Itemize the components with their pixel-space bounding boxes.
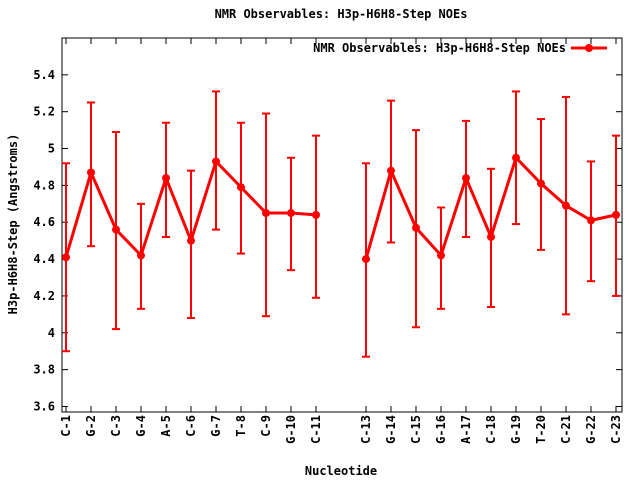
x-tick-label: C-3: [109, 415, 123, 437]
data-point: [362, 255, 370, 264]
data-point: [137, 251, 145, 260]
data-point: [387, 166, 395, 175]
data-point: [412, 223, 420, 232]
data-point: [437, 251, 445, 260]
data-series: [62, 90, 620, 358]
x-tick-label: G-4: [134, 415, 148, 437]
data-point: [237, 183, 245, 192]
data-point: [262, 209, 270, 218]
y-tick-label: 4.8: [33, 178, 55, 192]
x-tick-label: G-19: [509, 415, 523, 444]
chart-title: NMR Observables: H3p-H6H8-Step NOEs: [215, 7, 468, 21]
x-tick-label: C-21: [559, 415, 573, 444]
legend: NMR Observables: H3p-H6H8-Step NOEs: [313, 41, 607, 55]
x-tick-label: G-14: [384, 415, 398, 444]
legend-marker-icon: [585, 44, 593, 52]
data-point: [512, 153, 520, 162]
x-tick-label: C-11: [309, 415, 323, 444]
y-tick-label: 5.2: [33, 105, 55, 119]
x-tick-label: G-16: [434, 415, 448, 444]
x-tick-label: G-10: [284, 415, 298, 444]
x-tick-label: T-20: [534, 415, 548, 444]
data-point: [562, 201, 570, 210]
x-tick-label: G-7: [209, 415, 223, 437]
x-tick-label: T-8: [234, 415, 248, 437]
legend-label: NMR Observables: H3p-H6H8-Step NOEs: [313, 41, 566, 55]
data-point: [287, 209, 295, 218]
x-tick-label: C-15: [409, 415, 423, 444]
data-point: [87, 168, 95, 177]
plot-border: [61, 37, 623, 413]
data-point: [312, 210, 320, 219]
x-tick-label: A-5: [159, 415, 173, 437]
data-point: [62, 253, 70, 262]
data-point: [612, 210, 620, 219]
y-tick-label: 4.2: [33, 289, 55, 303]
data-point: [487, 232, 495, 241]
data-point: [462, 174, 470, 183]
x-tick-label: C-1: [59, 415, 73, 437]
y-tick-label: 4.6: [33, 215, 55, 229]
axis-ticks: 3.6 3.8 4 4.2 4.4 4.6 4.8 5 5.2 5.4 C-1 G-2 C-3 G-4 A-…: [33, 38, 623, 444]
x-tick-label: C-23: [609, 415, 623, 444]
data-point: [187, 236, 195, 245]
x-tick-label: G-22: [584, 415, 598, 444]
data-point: [162, 174, 170, 183]
data-point: [212, 157, 220, 166]
x-tick-label: G-2: [84, 415, 98, 437]
y-tick-label: 4: [48, 326, 55, 340]
x-tick-label: C-13: [359, 415, 373, 444]
x-tick-label: A-17: [459, 415, 473, 444]
y-axis-label: H3p-H6H8-Step (Angstroms): [6, 134, 20, 315]
x-axis-label: Nucleotide: [305, 464, 377, 478]
data-point: [537, 179, 545, 188]
y-tick-label: 5.4: [33, 68, 55, 82]
data-point: [112, 225, 120, 234]
y-tick-label: 4.4: [33, 252, 55, 266]
x-tick-label: C-6: [184, 415, 198, 437]
y-tick-label: 3.8: [33, 363, 55, 377]
x-tick-label: C-9: [259, 415, 273, 437]
y-tick-label: 3.6: [33, 399, 55, 413]
x-tick-label: C-18: [484, 415, 498, 444]
y-tick-label: 5: [48, 142, 55, 156]
data-point: [587, 216, 595, 225]
